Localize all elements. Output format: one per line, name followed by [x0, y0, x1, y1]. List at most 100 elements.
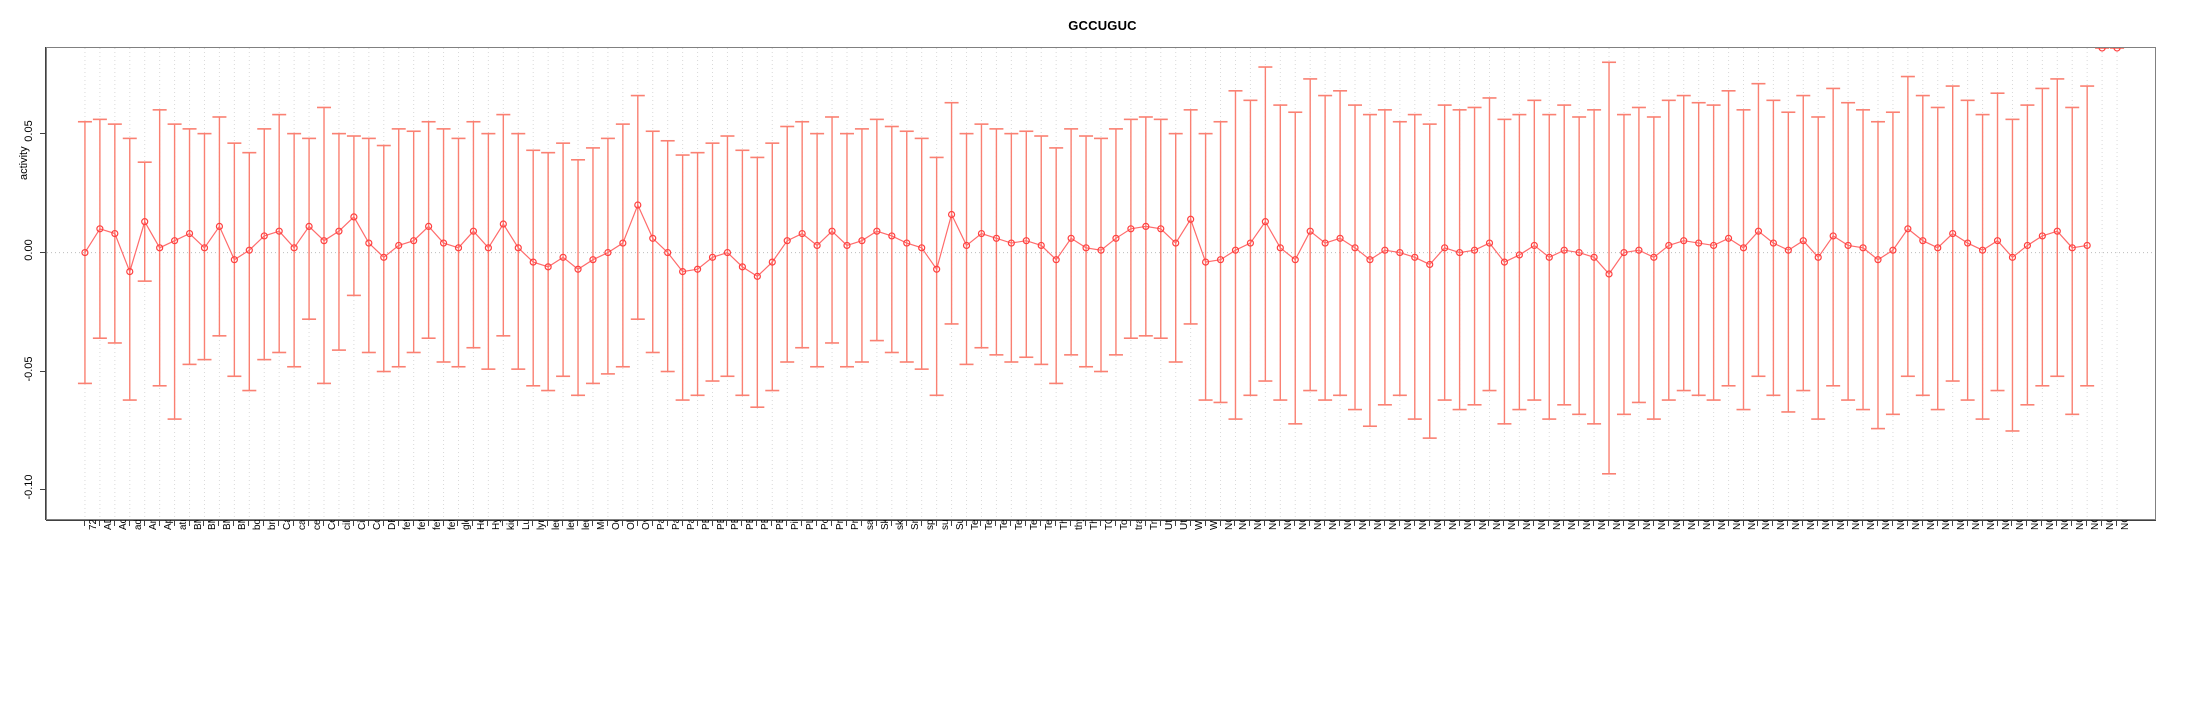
x-tick-mark: [1712, 521, 1714, 526]
x-tick-mark: [1055, 521, 1057, 526]
x-tick-mark: [1921, 521, 1923, 526]
x-tick-mark: [980, 521, 982, 526]
x-tick-mark: [875, 521, 877, 526]
x-tick-mark: [771, 521, 773, 526]
x-tick-mark: [1533, 521, 1535, 526]
x-tick-mark: [128, 521, 130, 526]
x-tick-mark: [1144, 521, 1146, 526]
error-bars: [77, 48, 2125, 475]
x-tick-mark: [263, 521, 265, 526]
x-tick-mark: [397, 521, 399, 526]
x-tick-mark: [1114, 521, 1116, 526]
x-tick-mark: [1697, 521, 1699, 526]
x-tick-mark: [1488, 521, 1490, 526]
x-tick-mark: [965, 521, 967, 526]
x-tick-mark: [696, 521, 698, 526]
x-tick-mark: [1563, 521, 1565, 526]
x-tick-mark: [2071, 521, 2073, 526]
series-line: [84, 203, 2088, 278]
x-tick-mark: [2041, 521, 2043, 526]
x-tick-mark: [1413, 521, 1415, 526]
x-tick-mark: [577, 521, 579, 526]
x-tick-mark: [113, 521, 115, 526]
x-tick-mark: [606, 521, 608, 526]
x-tick-mark: [681, 521, 683, 526]
x-tick-mark: [756, 521, 758, 526]
x-tick-mark: [1802, 521, 1804, 526]
x-tick-mark: [2026, 521, 2028, 526]
x-tick-mark: [1951, 521, 1953, 526]
x-tick-mark: [1129, 521, 1131, 526]
x-tick-mark: [1189, 521, 1191, 526]
x-tick-mark: [1772, 521, 1774, 526]
x-tick-mark: [412, 521, 414, 526]
x-tick-mark: [666, 521, 668, 526]
x-axis-line: [46, 520, 2156, 521]
x-tick-mark: [1518, 521, 1520, 526]
x-tick-mark: [1578, 521, 1580, 526]
x-tick-mark: [308, 521, 310, 526]
x-tick-mark: [1174, 521, 1176, 526]
x-tick-mark: [337, 521, 339, 526]
x-tick-mark: [2011, 521, 2013, 526]
x-tick-mark: [1219, 521, 1221, 526]
x-tick-mark: [1906, 521, 1908, 526]
plot-area: [46, 47, 2156, 520]
x-tick-mark: [786, 521, 788, 526]
x-tick-mark: [562, 521, 564, 526]
x-tick-mark: [352, 521, 354, 526]
x-tick-mark: [1443, 521, 1445, 526]
x-tick-mark: [950, 521, 952, 526]
x-tick-mark: [711, 521, 713, 526]
x-tick-mark: [1608, 521, 1610, 526]
x-tick-mark: [1876, 521, 1878, 526]
x-tick-mark: [1249, 521, 1251, 526]
plot-svg: [47, 48, 2155, 519]
x-tick-mark: [801, 521, 803, 526]
x-tick-mark: [382, 521, 384, 526]
x-tick-mark: [1309, 521, 1311, 526]
y-tick-mark: [40, 489, 46, 491]
x-tick-mark: [2101, 521, 2103, 526]
x-tick-mark: [188, 521, 190, 526]
x-tick-mark: [1204, 521, 1206, 526]
x-tick-mark: [621, 521, 623, 526]
x-tick-mark: [1070, 521, 1072, 526]
x-tick-mark: [1757, 521, 1759, 526]
x-tick-mark: [1996, 521, 1998, 526]
x-tick-mark: [1847, 521, 1849, 526]
x-tick-mark: [1787, 521, 1789, 526]
x-tick-mark: [1548, 521, 1550, 526]
x-tick-mark: [1862, 521, 1864, 526]
x-tick-mark: [472, 521, 474, 526]
x-tick-mark: [233, 521, 235, 526]
x-tick-mark: [502, 521, 504, 526]
x-tick-mark: [995, 521, 997, 526]
grid-lines: [84, 48, 2118, 519]
x-tick-mark: [517, 521, 519, 526]
x-tick-mark: [1159, 521, 1161, 526]
x-tick-mark: [890, 521, 892, 526]
x-tick-mark: [1040, 521, 1042, 526]
x-tick-mark: [1891, 521, 1893, 526]
y-axis-label: activity: [18, 146, 30, 180]
x-tick-mark: [1458, 521, 1460, 526]
x-tick-mark: [143, 521, 145, 526]
x-tick-mark: [547, 521, 549, 526]
x-tick-mark: [1339, 521, 1341, 526]
x-tick-mark: [1294, 521, 1296, 526]
x-tick-mark: [427, 521, 429, 526]
x-tick-mark: [591, 521, 593, 526]
x-tick-mark: [1667, 521, 1669, 526]
x-tick-mark: [1966, 521, 1968, 526]
x-tick-mark: [2116, 521, 2118, 526]
x-tick-mark: [1354, 521, 1355, 526]
x-tick-mark: [1593, 521, 1595, 526]
x-tick-mark: [1100, 521, 1101, 526]
x-tick-mark: [2056, 521, 2058, 526]
x-tick-mark: [1264, 521, 1266, 526]
x-tick-mark: [83, 521, 85, 526]
x-tick-mark: [98, 521, 100, 526]
data-points: [81, 48, 2121, 280]
